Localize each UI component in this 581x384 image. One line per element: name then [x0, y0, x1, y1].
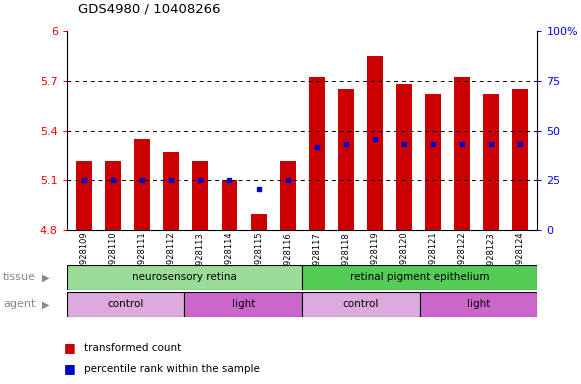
Bar — [512, 89, 528, 230]
Bar — [163, 152, 180, 230]
Bar — [67, 265, 302, 290]
Text: ■: ■ — [64, 341, 76, 354]
Bar — [250, 214, 267, 230]
Text: ■: ■ — [64, 362, 76, 375]
Bar — [425, 94, 441, 230]
Bar — [76, 161, 92, 230]
Bar — [67, 292, 185, 317]
Bar — [420, 292, 537, 317]
Text: neurosensory retina: neurosensory retina — [132, 272, 237, 283]
Text: control: control — [107, 299, 144, 310]
Bar — [367, 56, 383, 230]
Text: ▶: ▶ — [42, 299, 49, 310]
Bar — [185, 292, 302, 317]
Text: control: control — [343, 299, 379, 310]
Bar — [221, 180, 238, 230]
Text: agent: agent — [3, 299, 35, 310]
Bar — [309, 77, 325, 230]
Text: tissue: tissue — [3, 272, 36, 283]
Bar — [192, 161, 209, 230]
Bar — [134, 139, 150, 230]
Bar — [483, 94, 499, 230]
Bar — [302, 292, 420, 317]
Bar — [105, 161, 121, 230]
Bar — [396, 84, 412, 230]
Text: light: light — [467, 299, 490, 310]
Text: ▶: ▶ — [42, 272, 49, 283]
Bar — [454, 77, 470, 230]
Text: light: light — [232, 299, 255, 310]
Bar — [338, 89, 354, 230]
Text: percentile rank within the sample: percentile rank within the sample — [84, 364, 260, 374]
Bar — [302, 265, 537, 290]
Text: GDS4980 / 10408266: GDS4980 / 10408266 — [78, 2, 221, 15]
Text: transformed count: transformed count — [84, 343, 181, 353]
Text: retinal pigment epithelium: retinal pigment epithelium — [350, 272, 490, 283]
Bar — [279, 161, 296, 230]
